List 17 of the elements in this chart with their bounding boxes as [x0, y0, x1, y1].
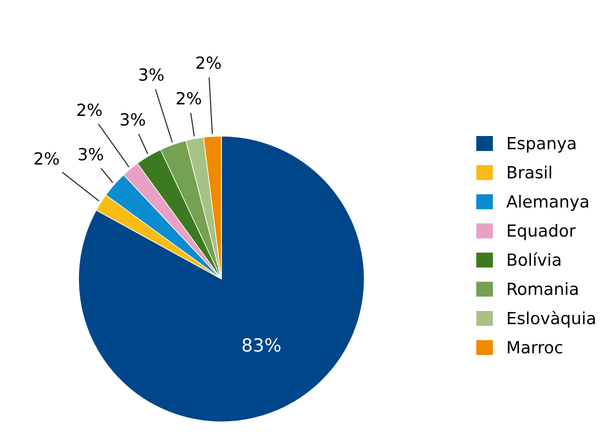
data-label: 2% — [34, 152, 59, 165]
data-label: 2% — [77, 104, 102, 116]
data-label: 3% — [139, 68, 164, 81]
data-label: 83% — [242, 338, 280, 352]
legend-label: Equador — [508, 224, 576, 240]
legend-label: Espanya — [508, 137, 576, 153]
data-label: 2% — [176, 92, 202, 105]
legend-label: Bolívia — [508, 252, 560, 266]
legend-label: Alemanya — [506, 194, 588, 211]
legend-label: Marroc — [508, 341, 562, 354]
legend-label: Romania — [508, 282, 578, 296]
legend-label: Brasil — [508, 166, 552, 179]
legend-label: Eslovàquia — [508, 310, 595, 328]
data-label: 3% — [120, 113, 145, 126]
pie-slice — [78, 136, 365, 422]
data-label: 3% — [78, 148, 103, 160]
data-label: 2% — [196, 56, 221, 70]
